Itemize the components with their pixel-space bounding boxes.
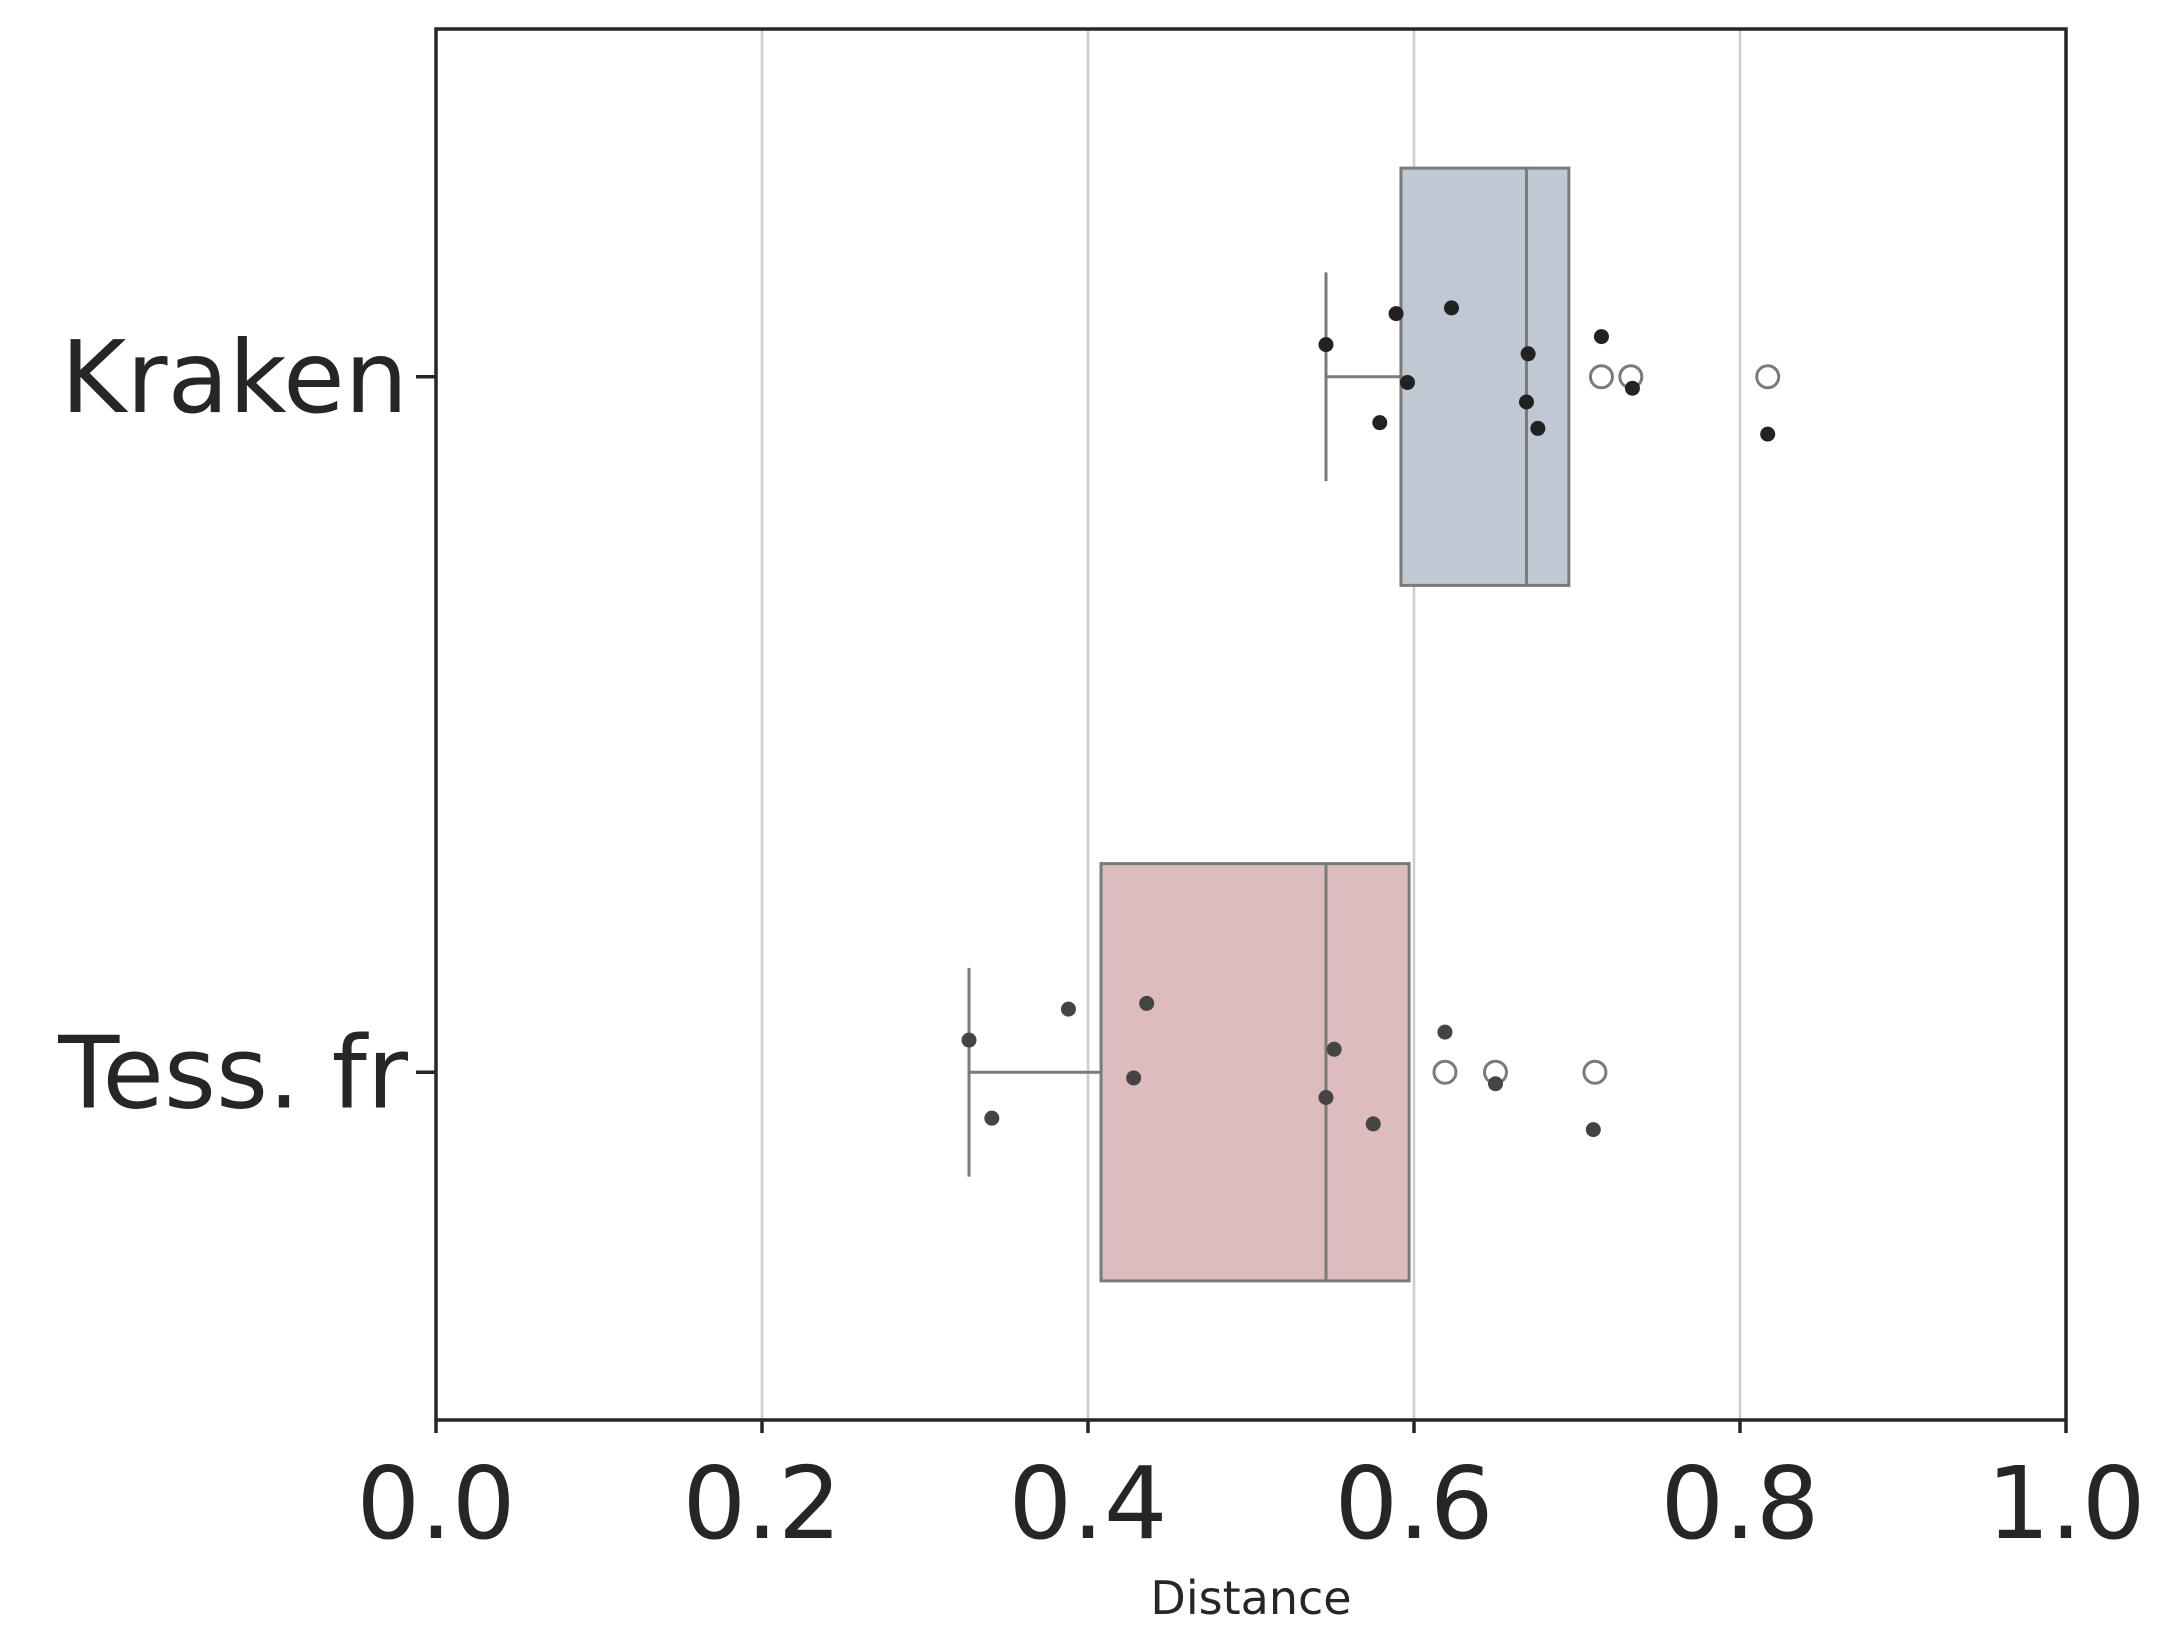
data-points <box>961 300 1776 1138</box>
data-point <box>1585 1122 1601 1138</box>
data-point <box>1520 346 1536 362</box>
data-point <box>1443 300 1459 316</box>
data-point <box>1365 1116 1381 1132</box>
data-point <box>1760 426 1776 442</box>
outlier-marker <box>1432 1059 1458 1085</box>
y-tick-label: Kraken <box>61 319 408 436</box>
x-tick-label: 1.0 <box>1986 1445 2145 1562</box>
outlier-marker <box>1588 364 1614 390</box>
data-point <box>1372 415 1388 431</box>
data-point <box>1530 420 1546 436</box>
box-plots <box>967 166 1571 1283</box>
x-tick-label: 0.8 <box>1660 1445 1819 1562</box>
axes: 0.0 0.2 0.4 0.6 0.8 1.0 Kraken Tess. fr <box>57 319 2145 1562</box>
data-point <box>1126 1070 1142 1086</box>
box-iqr <box>1399 166 1571 587</box>
x-axis-label: Distance <box>1150 1571 1351 1625</box>
outlier-marker <box>1582 1059 1608 1085</box>
data-point <box>961 1032 977 1048</box>
data-point <box>1624 380 1640 396</box>
data-point <box>1488 1076 1503 1092</box>
data-point <box>984 1110 1000 1126</box>
x-tick-label: 0.0 <box>356 1445 515 1562</box>
x-tick-label: 0.2 <box>682 1445 841 1562</box>
data-point <box>1318 1089 1334 1105</box>
data-point <box>1437 1024 1453 1040</box>
data-point <box>1399 374 1415 390</box>
outlier-marker <box>1755 364 1781 390</box>
data-point <box>1318 337 1334 353</box>
x-tick-label: 0.4 <box>1008 1445 1167 1562</box>
data-point <box>1388 306 1404 322</box>
x-tick-label: 0.6 <box>1334 1445 1493 1562</box>
data-point <box>1326 1041 1342 1057</box>
y-tick-label: Tess. fr <box>57 1014 409 1131</box>
data-point <box>1518 394 1534 410</box>
data-point <box>1593 329 1609 345</box>
data-point <box>1060 1001 1076 1017</box>
box-iqr <box>1099 862 1411 1283</box>
data-point <box>1139 995 1155 1011</box>
plot-frame <box>434 27 2068 1422</box>
